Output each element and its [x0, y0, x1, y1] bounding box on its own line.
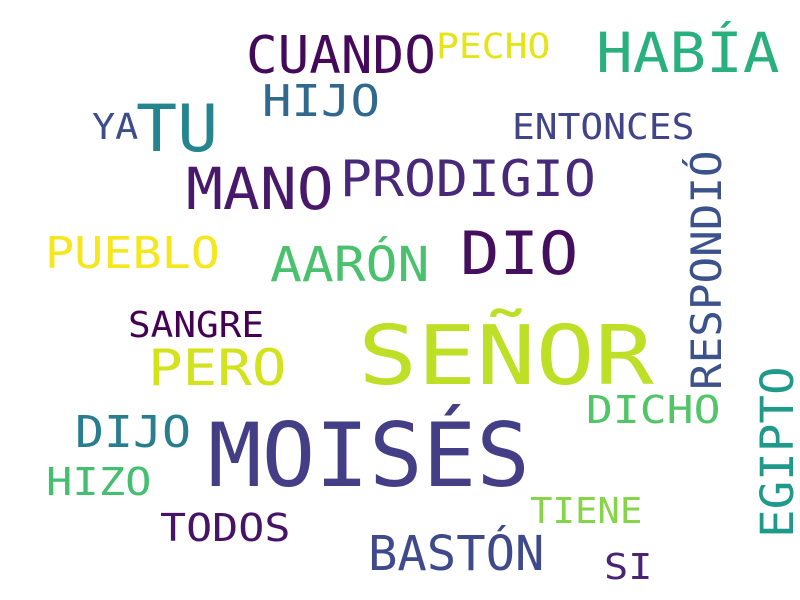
word-dio: DIO: [460, 219, 579, 289]
word-sangre: SANGRE: [128, 305, 265, 346]
word-pueblo: PUEBLO: [45, 228, 220, 279]
word-tiene: TIENE: [530, 491, 643, 532]
word-pero: PERO: [148, 339, 287, 397]
word-dijo: DIJO: [75, 407, 191, 458]
word-ya: YA: [92, 107, 139, 148]
word-egipto: EGIPTO: [751, 366, 800, 538]
word-pecho: PECHO: [436, 27, 551, 67]
word-respondio: RESPONDIÓ: [682, 150, 731, 390]
word-mano: MANO: [186, 155, 334, 223]
word-si: SI: [604, 547, 653, 588]
word-aaron: AARÓN: [270, 237, 430, 293]
word-hijo: HIJO: [262, 76, 380, 127]
word-baston: BASTÓN: [368, 526, 545, 582]
word-senor: SEÑOR: [358, 309, 654, 404]
word-todos: TODOS: [160, 506, 291, 550]
word-hizo: HIZO: [46, 460, 152, 504]
word-moises: MOISÉS: [208, 404, 530, 507]
word-tu: TU: [136, 92, 219, 167]
word-habia: HABÍA: [596, 21, 780, 85]
word-entonces: ENTONCES: [512, 107, 695, 148]
word-dicho: DICHO: [586, 388, 721, 432]
word-cuando: CUANDO: [246, 26, 436, 86]
word-prodigio: PRODIGIO: [340, 150, 596, 208]
